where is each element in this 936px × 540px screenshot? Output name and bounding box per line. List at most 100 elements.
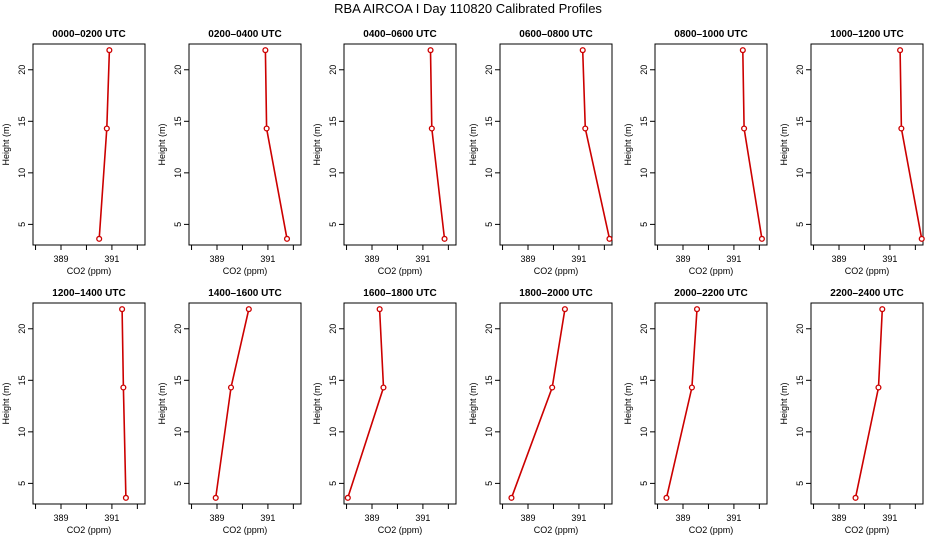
y-tick-label: 5	[639, 481, 649, 486]
profile-line	[98, 50, 111, 239]
x-axis-label: CO2 (ppm)	[845, 266, 890, 276]
profile-point	[283, 235, 291, 242]
x-tick-label: 389	[209, 254, 224, 264]
profile-point	[663, 494, 670, 501]
profile-point	[380, 384, 387, 391]
y-tick-label: 10	[17, 427, 27, 437]
y-tick-label: 20	[173, 65, 183, 75]
panel-title: 1400–1600 UTC	[208, 288, 281, 299]
x-axis-label: CO2 (ppm)	[689, 525, 734, 535]
x-tick-label: 391	[571, 254, 586, 264]
y-tick-label: 5	[173, 481, 183, 486]
x-tick-label: 391	[882, 254, 897, 264]
plot-frame	[654, 302, 768, 505]
x-axis-label: CO2 (ppm)	[223, 266, 268, 276]
y-axis-label: Height (m)	[779, 123, 789, 165]
y-tick-label: 15	[173, 116, 183, 126]
plot-frame	[32, 43, 146, 246]
panel-2: 0200–0400 UTC 389 391 5 10 15 20 CO2 (ppm) Heigh…	[157, 29, 302, 276]
y-axis-label: Height (m)	[623, 382, 633, 424]
y-axis-label: Height (m)	[1, 382, 11, 424]
y-axis-label: Height (m)	[312, 123, 322, 165]
profile-line	[581, 50, 611, 239]
profile-point	[263, 125, 270, 132]
profile-point	[344, 494, 351, 501]
profile-point	[227, 384, 235, 391]
plot-frame	[188, 43, 302, 246]
panel-8: 1400–1600 UTC 389 391 5 10 15 20 CO2 (ppm) Heigh…	[157, 288, 302, 535]
plot-frame	[499, 302, 613, 505]
profile-point	[122, 494, 129, 501]
y-tick-label: 20	[328, 65, 338, 75]
profile-point	[119, 306, 126, 313]
x-tick-label: 391	[260, 513, 275, 523]
x-tick-label: 389	[364, 254, 379, 264]
profile-point	[579, 47, 586, 54]
y-tick-label: 5	[795, 222, 805, 227]
profile-point	[739, 47, 746, 54]
y-tick-label: 15	[328, 375, 338, 385]
y-tick-label: 20	[173, 324, 183, 334]
panel-5: 0800–1000 UTC 389 391 5 10 15 20 CO2 (ppm) Heigh…	[623, 29, 768, 276]
profile-line	[429, 50, 446, 239]
y-tick-label: 20	[17, 324, 27, 334]
panel-title: 1000–1200 UTC	[830, 29, 903, 40]
y-tick-label: 10	[795, 427, 805, 437]
profile-point	[96, 235, 103, 242]
x-axis-label: CO2 (ppm)	[67, 266, 112, 276]
y-axis-label: Height (m)	[1, 123, 11, 165]
x-tick-label: 391	[571, 513, 586, 523]
x-axis-label: CO2 (ppm)	[845, 525, 890, 535]
x-tick-label: 391	[104, 254, 119, 264]
x-tick-label: 389	[53, 513, 68, 523]
panel-10: 1800–2000 UTC 389 391 5 10 15 20 CO2 (ppm) Heigh…	[468, 288, 613, 535]
x-tick-label: 391	[260, 254, 275, 264]
y-tick-label: 10	[795, 168, 805, 178]
panel-title: 2200–2400 UTC	[830, 288, 903, 299]
panel-title: 1800–2000 UTC	[519, 288, 592, 299]
panel-title: 0200–0400 UTC	[208, 29, 281, 40]
x-tick-label: 391	[104, 513, 119, 523]
y-tick-label: 15	[639, 375, 649, 385]
y-tick-label: 15	[173, 375, 183, 385]
x-tick-label: 391	[726, 254, 741, 264]
profile-point	[561, 306, 568, 313]
x-axis-label: CO2 (ppm)	[534, 525, 579, 535]
x-tick-label: 389	[675, 513, 690, 523]
y-tick-label: 5	[328, 222, 338, 227]
x-tick-label: 389	[364, 513, 379, 523]
y-axis-label: Height (m)	[157, 382, 167, 424]
y-tick-label: 15	[795, 116, 805, 126]
y-tick-label: 20	[639, 65, 649, 75]
y-tick-label: 10	[484, 427, 494, 437]
panel-title: 1200–1400 UTC	[52, 288, 125, 299]
y-tick-label: 10	[639, 168, 649, 178]
x-axis-label: CO2 (ppm)	[67, 525, 112, 535]
profile-point	[693, 306, 701, 313]
panel-title: 0800–1000 UTC	[674, 29, 747, 40]
y-axis-label: Height (m)	[468, 123, 478, 165]
y-tick-label: 20	[328, 324, 338, 334]
y-tick-label: 15	[17, 116, 27, 126]
panel-title: 2000–2200 UTC	[674, 288, 747, 299]
profile-line	[742, 50, 763, 239]
profile-point	[120, 384, 127, 391]
y-axis-label: Height (m)	[157, 123, 167, 165]
profile-point	[245, 306, 252, 313]
figure-title: RBA AIRCOA I Day 110820 Calibrated Profi…	[334, 1, 602, 16]
x-tick-label: 391	[882, 513, 897, 523]
plot-frame	[499, 43, 613, 246]
profile-line	[899, 50, 923, 239]
profile-line	[214, 309, 250, 498]
profile-point	[875, 384, 882, 391]
x-tick-label: 389	[831, 254, 846, 264]
plot-frame	[810, 302, 924, 505]
plot-frame	[810, 43, 924, 246]
y-tick-label: 5	[484, 481, 494, 486]
profile-point	[427, 47, 434, 54]
y-tick-label: 15	[484, 375, 494, 385]
plot-frame	[343, 302, 457, 505]
panel-3: 0400–0600 UTC 389 391 5 10 15 20 CO2 (ppm) Heigh…	[312, 29, 457, 276]
x-tick-label: 389	[520, 513, 535, 523]
y-tick-label: 15	[639, 116, 649, 126]
